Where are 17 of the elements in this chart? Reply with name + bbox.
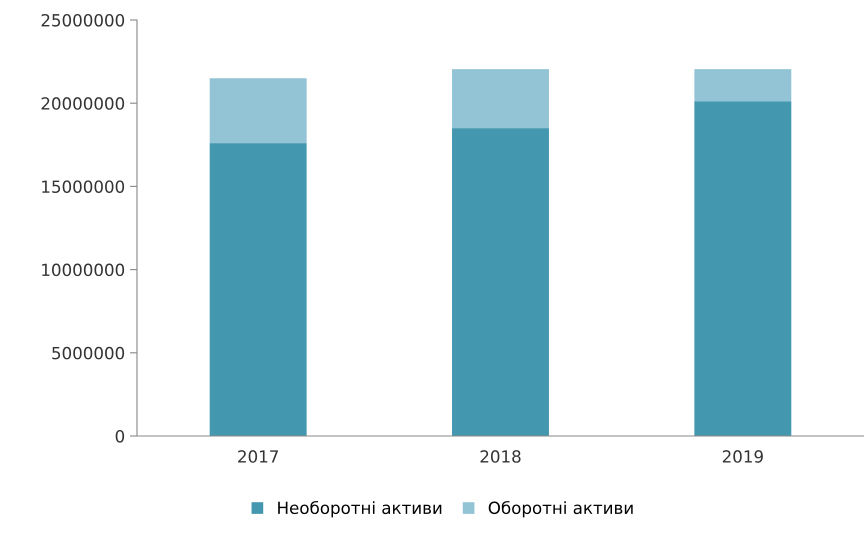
y-tick-label: 15000000 [42, 180, 124, 193]
legend-label: Оборотні активи [488, 500, 633, 518]
bar [452, 128, 549, 436]
bar [694, 102, 792, 436]
bar [210, 78, 307, 144]
y-tick-label: 0 [116, 430, 124, 443]
x-tick-label: 2019 [722, 450, 763, 463]
y-tick-label: 20000000 [42, 97, 124, 110]
legend-label: Необоротні активи [278, 500, 442, 518]
bar [452, 69, 549, 128]
y-tick-label: 25000000 [42, 14, 124, 27]
bar [210, 143, 307, 436]
x-tick-label: 2017 [238, 450, 278, 463]
x-tick-label: 2018 [480, 450, 521, 463]
bar [694, 69, 792, 102]
y-tick-label: 5000000 [52, 346, 124, 360]
y-tick-label: 10000000 [42, 264, 124, 276]
